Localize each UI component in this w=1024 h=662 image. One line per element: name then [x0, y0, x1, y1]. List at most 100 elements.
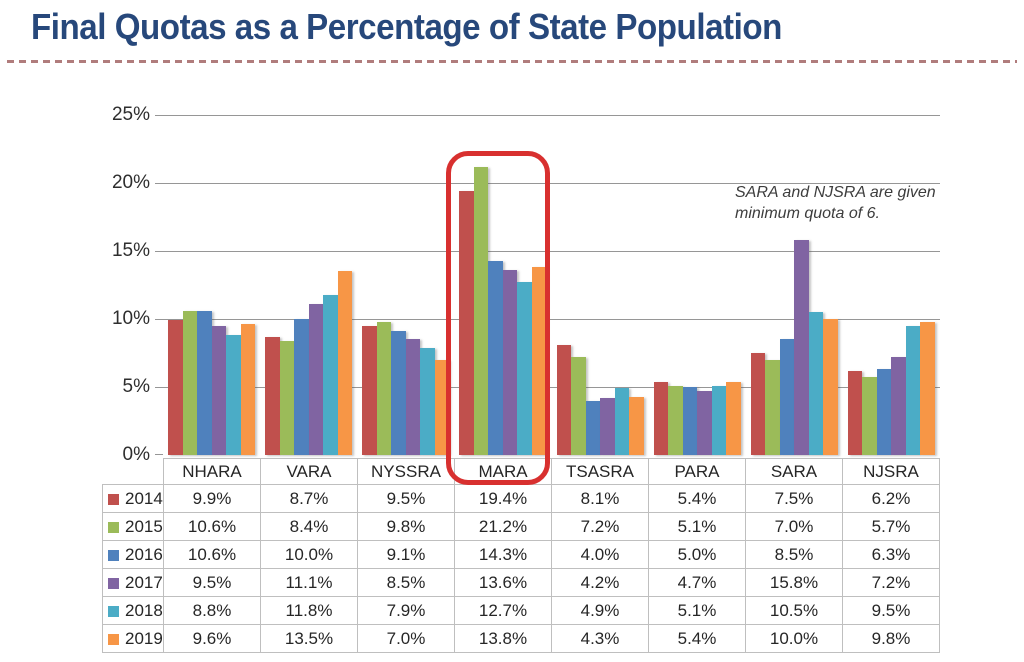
bar-sara-2019 [823, 319, 838, 455]
bar-mara-2014 [459, 191, 474, 455]
bar-njsra-2016 [876, 369, 892, 455]
y-tick-15% [155, 251, 163, 252]
y-axis-label-15%: 15% [111, 240, 150, 261]
y-axis-label-5%: 5% [122, 376, 150, 397]
bar-vara-2015 [279, 340, 295, 455]
gridline-25% [163, 115, 940, 116]
value-mara-2018: 12.7% [454, 596, 552, 625]
bar-para-2019 [726, 381, 741, 455]
bar-sara-2018 [808, 312, 824, 455]
bar-nyssra-2014 [362, 325, 377, 455]
gridline-20% [163, 183, 940, 184]
y-tick-10% [155, 319, 163, 320]
bar-tsasra-2018 [614, 388, 630, 455]
legend-year-2019: 2019 [102, 624, 164, 653]
legend-marker-icon [108, 578, 119, 589]
column-header-para: PARA [648, 458, 746, 485]
value-nhara-2016: 10.6% [163, 540, 261, 569]
value-mara-2014: 19.4% [454, 484, 552, 513]
bar-nhara-2016 [197, 310, 212, 455]
value-nyssra-2017: 8.5% [357, 568, 455, 597]
column-header-mara: MARA [454, 458, 552, 485]
value-mara-2017: 13.6% [454, 568, 552, 597]
value-njsra-2014: 6.2% [842, 484, 940, 513]
value-nhara-2015: 10.6% [163, 512, 261, 541]
bar-njsra-2018 [905, 325, 921, 455]
bar-nhara-2017 [211, 325, 227, 455]
value-vara-2018: 11.8% [260, 596, 358, 625]
value-nyssra-2015: 9.8% [357, 512, 455, 541]
bar-vara-2016 [294, 319, 309, 455]
value-tsasra-2019: 4.3% [551, 624, 649, 653]
legend-year-2015: 2015 [102, 512, 164, 541]
value-sara-2015: 7.0% [745, 512, 843, 541]
column-header-nyssra: NYSSRA [357, 458, 455, 485]
value-vara-2016: 10.0% [260, 540, 358, 569]
value-nyssra-2016: 9.1% [357, 540, 455, 569]
legend-year-2016: 2016 [102, 540, 164, 569]
value-njsra-2019: 9.8% [842, 624, 940, 653]
bar-para-2014 [653, 381, 669, 455]
table-row-2015: 2015 10.6% 8.4% 9.8% 21.2% 7.2% 5.1% 7.0% 5.7% [102, 512, 940, 541]
bar-njsra-2017 [891, 357, 906, 455]
table-row-2016: 2016 10.6% 10.0% 9.1% 14.3% 4.0% 5.0% 8.5% 6.3% [102, 540, 940, 569]
bar-tsasra-2014 [556, 344, 572, 455]
value-mara-2015: 21.2% [454, 512, 552, 541]
table-row-2014: 2014 9.9% 8.7% 9.5% 19.4% 8.1% 5.4% 7.5% 6.2% [102, 484, 940, 513]
bar-tsasra-2017 [600, 397, 615, 455]
value-vara-2017: 11.1% [260, 568, 358, 597]
value-tsasra-2016: 4.0% [551, 540, 649, 569]
value-nyssra-2019: 7.0% [357, 624, 455, 653]
value-tsasra-2014: 8.1% [551, 484, 649, 513]
bar-nhara-2018 [226, 335, 241, 455]
value-njsra-2018: 9.5% [842, 596, 940, 625]
y-tick-20% [155, 183, 163, 184]
bar-njsra-2019 [920, 321, 935, 455]
y-axis-label-0%: 0% [122, 444, 150, 465]
value-sara-2018: 10.5% [745, 596, 843, 625]
bar-para-2015 [668, 385, 683, 455]
bar-sara-2016 [779, 339, 795, 455]
gridline-10% [163, 319, 940, 320]
page-title: Final Quotas as a Percentage of State Po… [31, 6, 782, 47]
legend-year-2018: 2018 [102, 596, 164, 625]
table-corner-empty [103, 459, 164, 485]
legend-marker-icon [108, 606, 119, 617]
value-nhara-2018: 8.8% [163, 596, 261, 625]
value-njsra-2015: 5.7% [842, 512, 940, 541]
value-sara-2016: 8.5% [745, 540, 843, 569]
value-para-2018: 5.1% [648, 596, 746, 625]
title-divider [7, 60, 1017, 63]
value-nhara-2019: 9.6% [163, 624, 261, 653]
y-axis-label-25%: 25% [111, 104, 150, 125]
value-tsasra-2015: 7.2% [551, 512, 649, 541]
table-row-2017: 2017 9.5% 11.1% 8.5% 13.6% 4.2% 4.7% 15.8% 7.2% [102, 568, 940, 597]
gridline-5% [163, 387, 940, 388]
bar-para-2017 [697, 391, 712, 455]
bar-nyssra-2015 [376, 321, 392, 455]
bar-vara-2018 [323, 294, 338, 455]
bar-vara-2017 [308, 304, 324, 455]
table-row-2018: 2018 8.8% 11.8% 7.9% 12.7% 4.9% 5.1% 10.5% 9.5% [102, 596, 940, 625]
y-axis-label-20%: 20% [111, 172, 150, 193]
value-vara-2015: 8.4% [260, 512, 358, 541]
value-vara-2019: 13.5% [260, 624, 358, 653]
bar-sara-2014 [750, 353, 766, 455]
value-sara-2017: 15.8% [745, 568, 843, 597]
value-para-2015: 5.1% [648, 512, 746, 541]
value-njsra-2017: 7.2% [842, 568, 940, 597]
bar-sara-2015 [765, 359, 780, 455]
value-tsasra-2017: 4.2% [551, 568, 649, 597]
y-tick-25% [155, 115, 163, 116]
y-tick-0% [155, 454, 163, 455]
bar-tsasra-2015 [571, 357, 586, 455]
plot-area [155, 115, 940, 455]
data-table: NHARA VARA NYSSRA MARA TSASRA PARA SARA NJSRA 20… [102, 458, 940, 653]
y-axis-label-10%: 10% [111, 308, 150, 329]
value-para-2014: 5.4% [648, 484, 746, 513]
table-row-2019: 2019 9.6% 13.5% 7.0% 13.8% 4.3% 5.4% 10.0% 9.8% [102, 624, 940, 653]
value-para-2019: 5.4% [648, 624, 746, 653]
bar-mara-2018 [517, 282, 532, 455]
bar-para-2016 [682, 387, 698, 455]
